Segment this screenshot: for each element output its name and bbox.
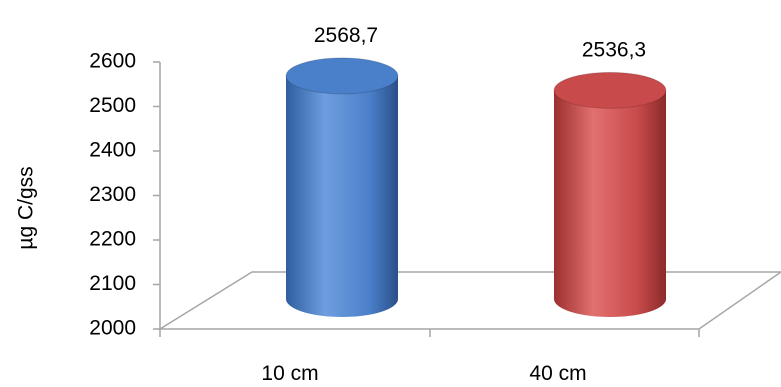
y-tick-label: 2600 (89, 50, 136, 73)
y-tick-label: 2200 (89, 228, 136, 251)
bar-top (553, 71, 667, 109)
y-tick-label: 2000 (89, 317, 136, 340)
data-label: 2568,7 (314, 24, 378, 47)
data-label: 2536,3 (582, 38, 646, 61)
bar-body (554, 90, 666, 317)
bar-1 (553, 71, 667, 317)
floor (157, 271, 781, 330)
bar-0 (285, 57, 399, 317)
y-axis-ticks: 2000 2100 2200 2300 2400 2500 2600 (89, 50, 160, 340)
y-tick-label: 2100 (89, 272, 136, 295)
bar-top (285, 57, 399, 95)
category-label: 10 cm (261, 362, 318, 385)
y-tick-label: 2400 (89, 139, 136, 162)
bars: 2568,7 2536,3 (285, 24, 667, 317)
category-label: 40 cm (529, 362, 586, 385)
y-axis-title: µg C/gss (15, 166, 38, 249)
y-tick-label: 2300 (89, 183, 136, 206)
plot-frame (157, 62, 781, 337)
bar-body (286, 75, 398, 317)
category-labels: 10 cm 40 cm (261, 362, 586, 385)
y-tick-label: 2500 (89, 94, 136, 117)
